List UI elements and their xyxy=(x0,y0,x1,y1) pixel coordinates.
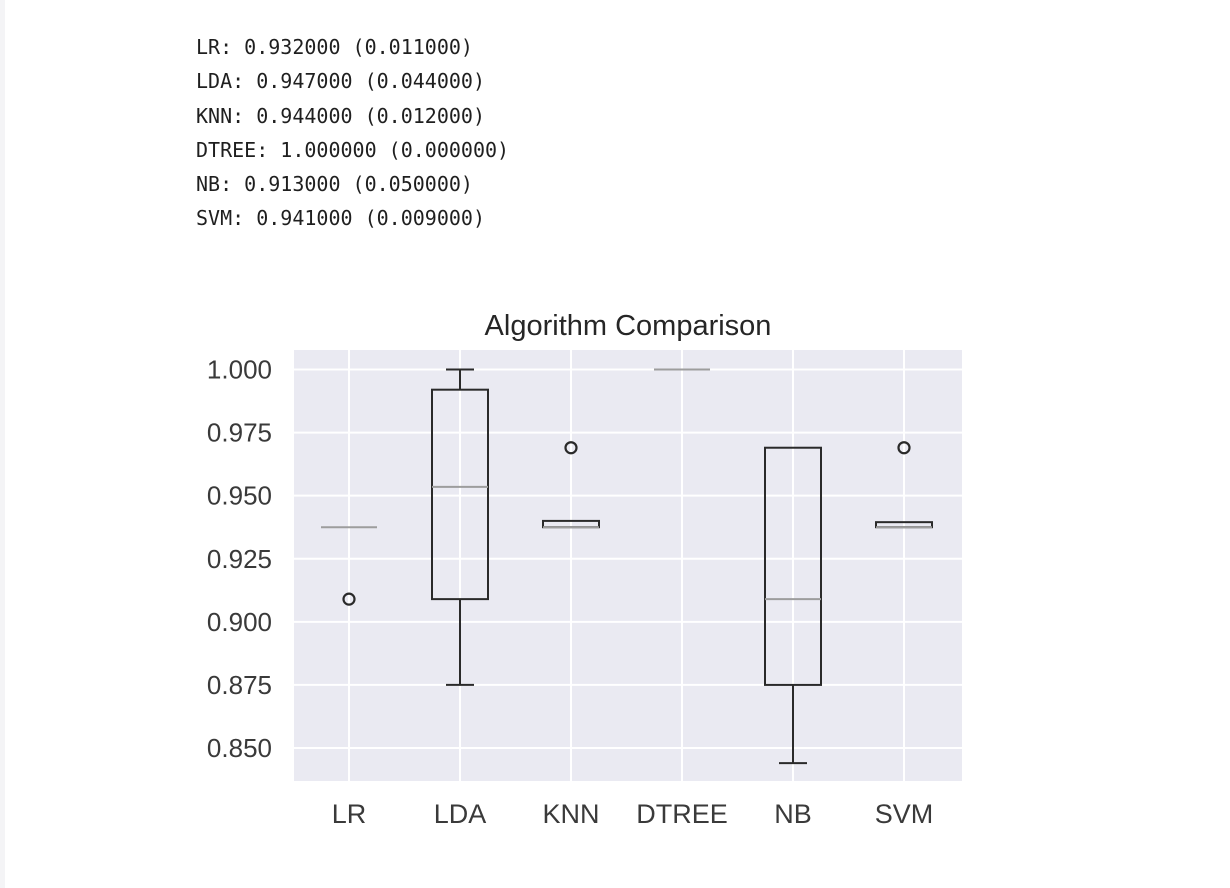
x-tick-label: DTREE xyxy=(636,799,728,829)
output-line-nb: NB: 0.913000 (0.050000) xyxy=(196,172,473,197)
box-lr xyxy=(321,526,377,606)
y-tick-label: 0.900 xyxy=(207,607,272,637)
plot-area xyxy=(294,350,962,781)
cell-output-text: LR: 0.932000 (0.011000) LDA: 0.947000 (0.… xyxy=(196,30,509,236)
output-line-dtree: DTREE: 1.000000 (0.000000) xyxy=(196,137,510,162)
chart-title: Algorithm Comparison xyxy=(485,310,772,342)
box-body xyxy=(764,446,822,686)
output-line-svm: SVM: 0.941000 (0.009000) xyxy=(196,206,485,231)
box-nb xyxy=(764,446,822,765)
y-tick-label: 1.000 xyxy=(207,355,272,385)
y-tick-label: 0.950 xyxy=(207,481,272,511)
outlier-point xyxy=(342,592,356,606)
cell-margin xyxy=(0,0,5,888)
output-line-knn: KNN: 0.944000 (0.012000) xyxy=(196,103,485,128)
x-axis-tick-labels: LR LDA KNN DTREE NB SVM xyxy=(332,799,934,829)
x-tick-label: NB xyxy=(774,799,812,829)
box-lda xyxy=(431,368,489,686)
y-tick-label: 0.975 xyxy=(207,418,272,448)
box-plots xyxy=(321,368,933,765)
x-tick-label: LR xyxy=(332,799,367,829)
box-svm xyxy=(875,441,933,529)
output-line-lda: LDA: 0.947000 (0.044000) xyxy=(196,69,485,94)
x-tick-label: SVM xyxy=(875,799,934,829)
y-axis-tick-labels: 0.850 0.875 0.900 0.925 0.950 0.975 1.000 xyxy=(207,355,272,764)
outlier-point xyxy=(564,441,578,455)
y-tick-label: 0.925 xyxy=(207,544,272,574)
outlier-point xyxy=(897,441,911,455)
x-tick-label: KNN xyxy=(542,799,599,829)
output-line-lr: LR: 0.932000 (0.011000) xyxy=(196,35,473,59)
grid-lines xyxy=(294,350,962,781)
box-knn xyxy=(542,441,600,529)
y-tick-label: 0.850 xyxy=(207,733,272,763)
y-tick-label: 0.875 xyxy=(207,670,272,700)
x-tick-label: LDA xyxy=(434,799,487,829)
